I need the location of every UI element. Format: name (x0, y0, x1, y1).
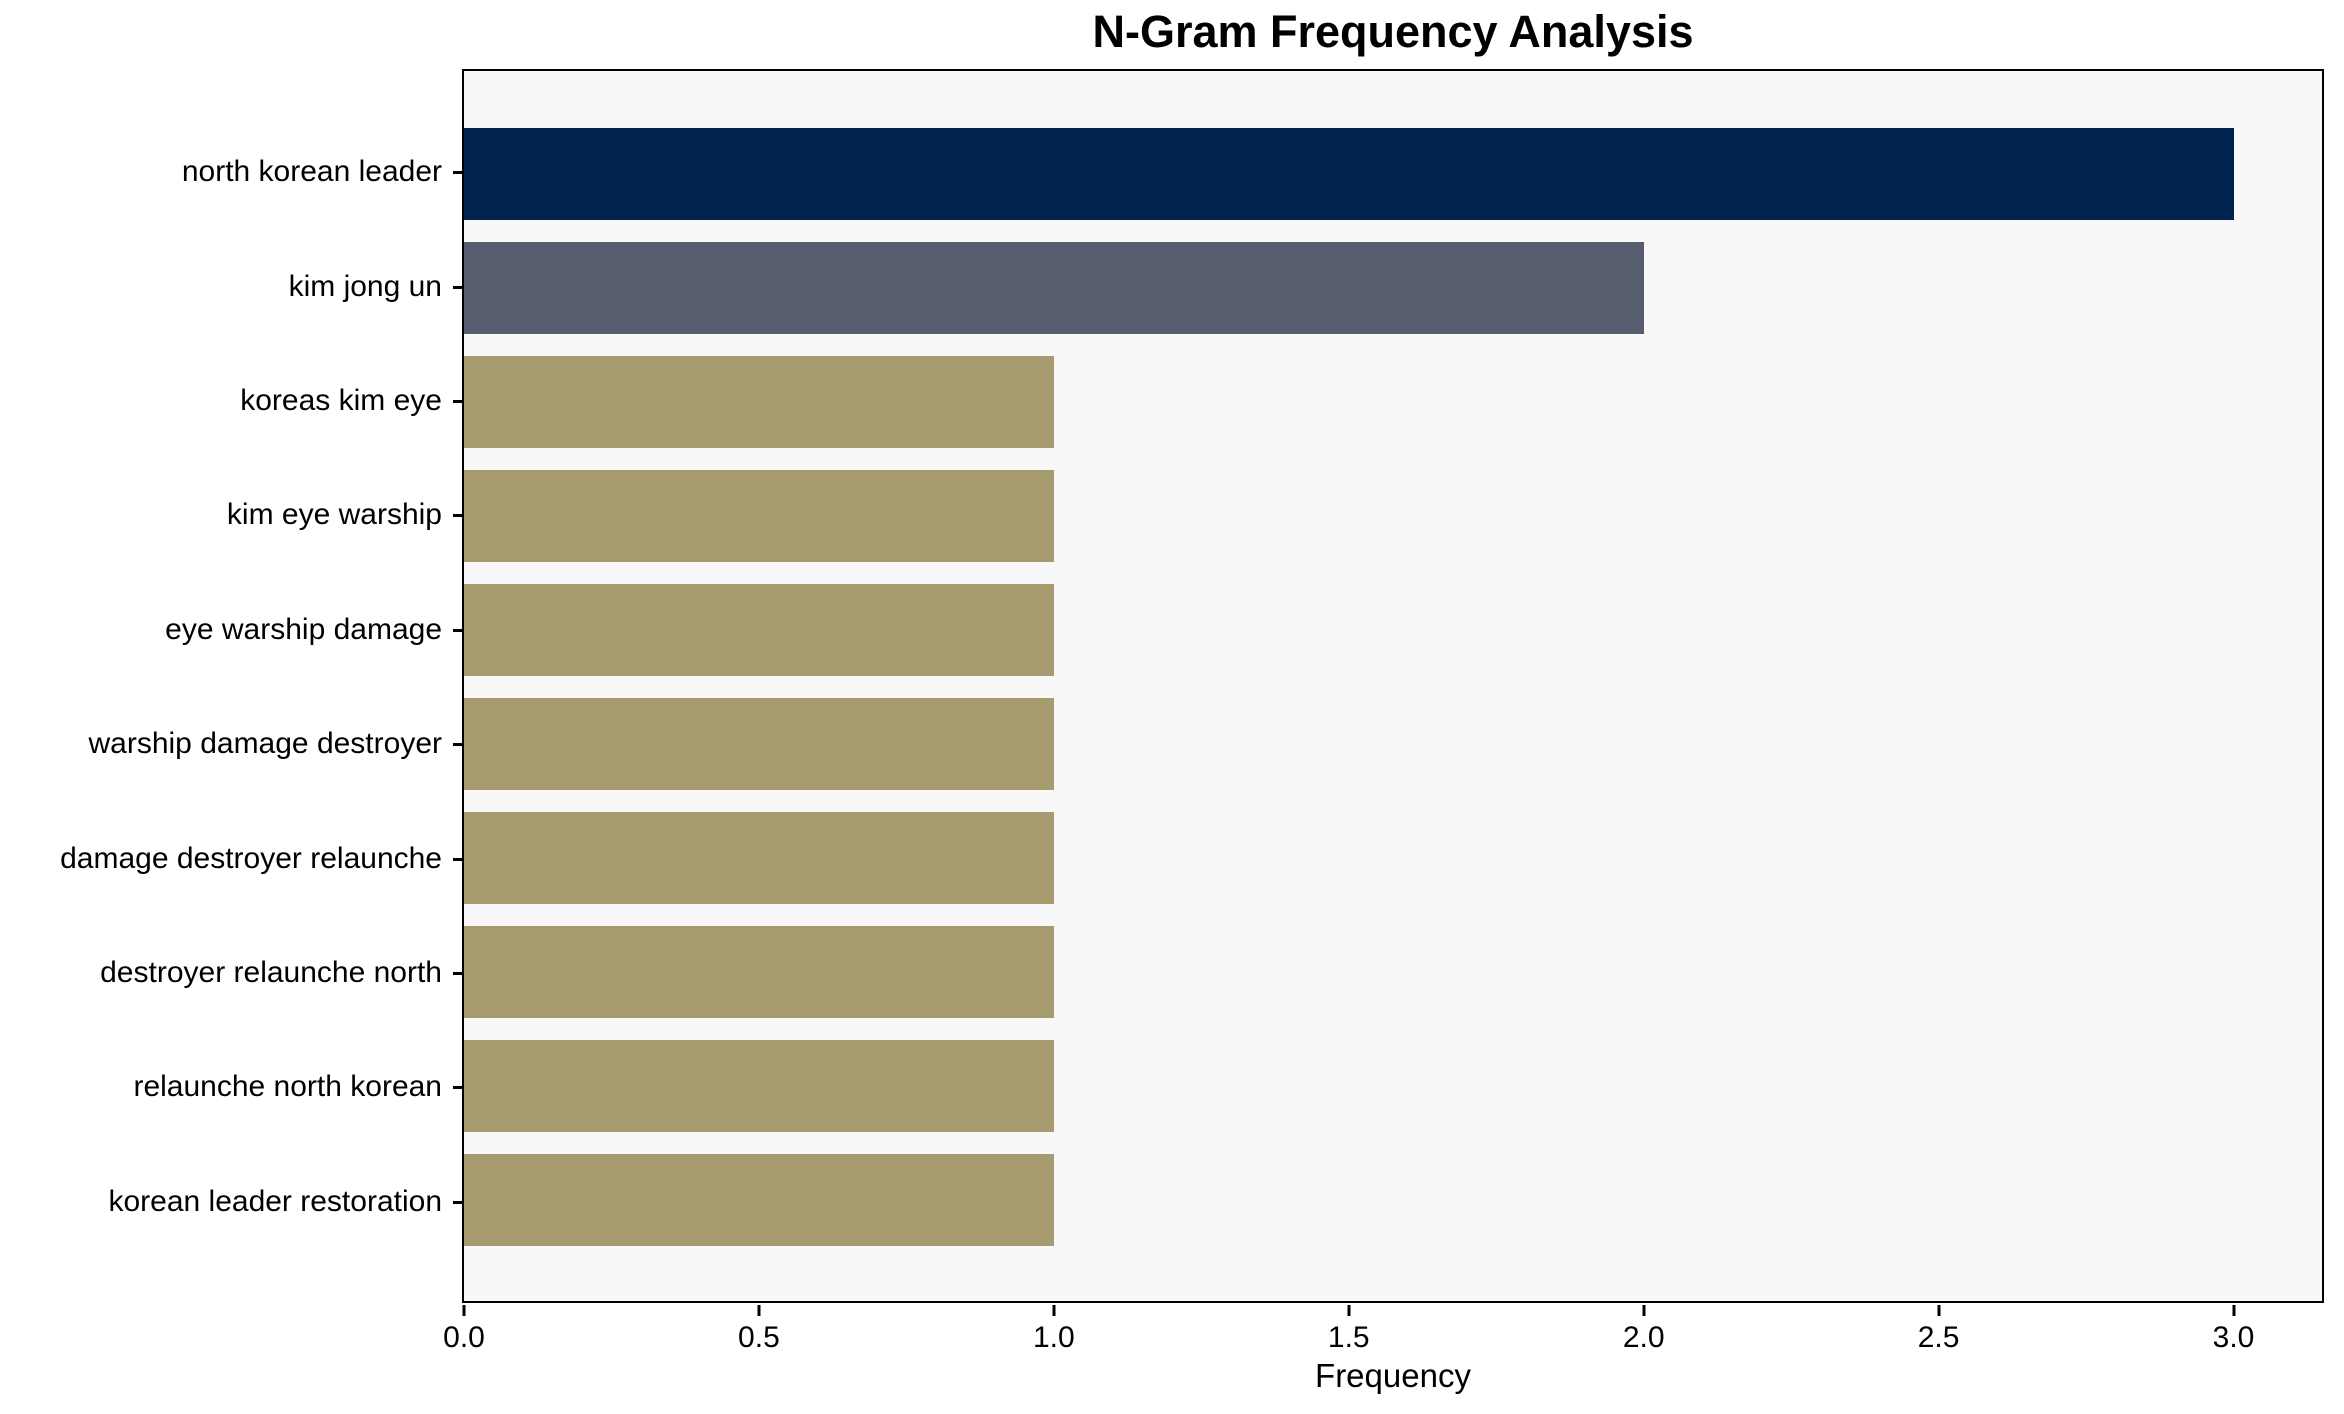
y-tick: koreas kim eye (0, 344, 462, 458)
bar-row (464, 345, 2322, 459)
chart-title: N-Gram Frequency Analysis (1092, 6, 1694, 57)
x-axis-label: Frequency (1315, 1357, 1471, 1394)
x-tick-mark (1052, 1305, 1056, 1316)
bar-row (464, 573, 2322, 687)
y-tick: relaunche north korean (0, 1030, 462, 1144)
x-tick-label: 2.0 (1622, 1321, 1665, 1354)
y-tick-label: eye warship damage (165, 612, 442, 646)
y-tick: korean leader restoration (0, 1145, 462, 1259)
y-tick-label: kim jong un (288, 269, 442, 303)
y-tick-label: kim eye warship (226, 498, 442, 532)
bar-6 (464, 698, 1054, 790)
x-tick-mark (1937, 1305, 1941, 1316)
bar-row (464, 687, 2322, 801)
x-tick-mark (2232, 1305, 2236, 1316)
bar-row (464, 1029, 2322, 1143)
y-tick-mark (453, 743, 462, 747)
x-axis: 0.0 0.5 1.0 1.5 2.0 2.5 3.0 (443, 1305, 2324, 1365)
x-tick-mark (462, 1305, 466, 1316)
bar-row (464, 915, 2322, 1029)
x-tick-label: 3.0 (2212, 1321, 2255, 1354)
y-tick-mark (453, 857, 462, 861)
bar-row (464, 801, 2322, 915)
x-tick-mark (1642, 1305, 1646, 1316)
y-tick: eye warship damage (0, 573, 462, 687)
x-tick-mark (1347, 1305, 1351, 1316)
y-tick-label: korean leader restoration (108, 1184, 442, 1218)
y-tick: damage destroyer relaunche (0, 801, 462, 915)
bar-8 (464, 926, 1054, 1018)
x-tick-label: 2.5 (1917, 1321, 1960, 1354)
y-tick: kim eye warship (0, 458, 462, 572)
x-tick-mark (757, 1305, 761, 1316)
bar-10 (464, 1154, 1054, 1246)
y-tick-label: koreas kim eye (240, 384, 442, 418)
bar-5 (464, 584, 1054, 676)
bar-row (464, 1143, 2322, 1257)
y-tick-label: relaunche north korean (133, 1070, 442, 1104)
y-tick: kim jong un (0, 229, 462, 343)
y-tick-mark (453, 972, 462, 976)
y-tick: destroyer relaunche north (0, 916, 462, 1030)
x-tick-label: 1.0 (1032, 1321, 1075, 1354)
bar-4 (464, 470, 1054, 562)
y-tick-label: damage destroyer relaunche (60, 841, 442, 875)
bar-1 (464, 128, 2234, 220)
y-tick-mark (453, 400, 462, 404)
y-tick-mark (453, 171, 462, 175)
y-tick-mark (453, 628, 462, 632)
y-tick: warship damage destroyer (0, 687, 462, 801)
y-tick-mark (453, 1086, 462, 1090)
bar-row (464, 459, 2322, 573)
bar-row (464, 117, 2322, 231)
y-tick: north korean leader (0, 115, 462, 229)
y-tick-mark (453, 1200, 462, 1204)
y-axis-labels: north korean leader kim jong un koreas kim… (0, 69, 462, 1303)
x-tick-label: 0.5 (738, 1321, 780, 1354)
y-tick-label: destroyer relaunche north (100, 956, 442, 990)
y-tick-label: north korean leader (181, 155, 442, 189)
y-tick-label: warship damage destroyer (88, 727, 442, 761)
bar-9 (464, 1040, 1054, 1132)
y-tick-mark (453, 514, 462, 518)
bar-7 (464, 812, 1054, 904)
bar-2 (464, 242, 1644, 334)
x-tick-label: 0.0 (443, 1321, 485, 1354)
bar-3 (464, 356, 1054, 448)
plot-area (462, 69, 2324, 1303)
bars (464, 71, 2322, 1301)
y-tick-mark (453, 285, 462, 289)
x-tick-label: 1.5 (1327, 1321, 1370, 1354)
bar-row (464, 231, 2322, 345)
